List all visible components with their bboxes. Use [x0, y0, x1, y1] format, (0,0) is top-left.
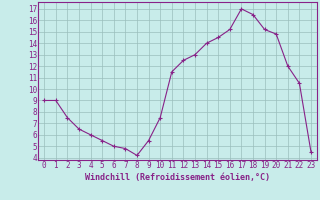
- X-axis label: Windchill (Refroidissement éolien,°C): Windchill (Refroidissement éolien,°C): [85, 173, 270, 182]
